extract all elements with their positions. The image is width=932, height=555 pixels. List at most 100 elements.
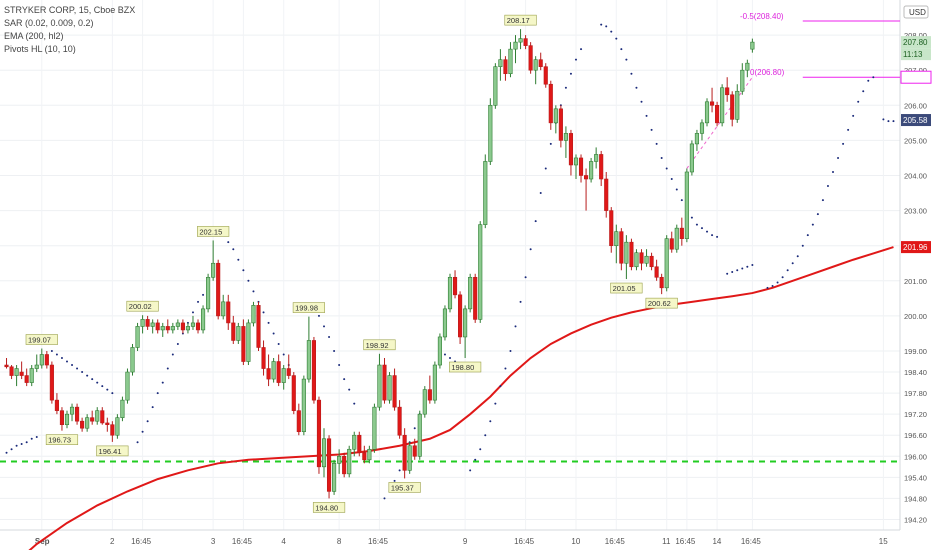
candle-body[interactable]: [286, 368, 291, 376]
candle-body[interactable]: [190, 322, 196, 327]
candle-body[interactable]: [533, 59, 538, 71]
candle-body[interactable]: [226, 301, 231, 324]
candle-body[interactable]: [735, 90, 740, 120]
candle-body[interactable]: [195, 322, 201, 331]
ema-line[interactable]: [17, 246, 894, 555]
candle-body[interactable]: [548, 83, 553, 124]
candle-body[interactable]: [589, 161, 594, 180]
candle-body[interactable]: [261, 347, 266, 369]
candle-body[interactable]: [659, 276, 664, 289]
candle-body[interactable]: [493, 66, 498, 106]
candle-body[interactable]: [241, 326, 246, 362]
candle-body[interactable]: [39, 354, 44, 366]
candle-body[interactable]: [367, 448, 372, 461]
candle-body[interactable]: [211, 262, 216, 278]
sar-level-badge[interactable]: [901, 114, 931, 127]
candle-body[interactable]: [251, 305, 256, 324]
candle-body[interactable]: [110, 424, 115, 436]
candle-body[interactable]: [372, 406, 377, 450]
candle-body[interactable]: [412, 445, 417, 457]
candle-body[interactable]: [447, 276, 453, 310]
candle-body[interactable]: [377, 364, 382, 408]
candle-body[interactable]: [468, 276, 473, 310]
candle-body[interactable]: [80, 420, 85, 429]
candle-body[interactable]: [478, 224, 483, 320]
candle-body[interactable]: [609, 210, 614, 246]
candle-body[interactable]: [553, 108, 558, 124]
candle-body[interactable]: [85, 417, 90, 429]
candle-body[interactable]: [382, 364, 387, 401]
candle-body[interactable]: [745, 62, 750, 71]
candle-body[interactable]: [4, 364, 9, 368]
candle-body[interactable]: [720, 87, 725, 124]
candle-body[interactable]: [256, 305, 261, 348]
candle-body[interactable]: [306, 340, 311, 380]
candle-body[interactable]: [352, 434, 357, 450]
candle-body[interactable]: [221, 301, 226, 317]
candle-body[interactable]: [140, 319, 145, 327]
candle-body[interactable]: [69, 406, 75, 415]
candle-body[interactable]: [725, 87, 730, 96]
candle-body[interactable]: [644, 255, 649, 264]
candle-body[interactable]: [281, 368, 286, 383]
candle-body[interactable]: [34, 364, 39, 369]
candle-body[interactable]: [649, 255, 654, 268]
candle-body[interactable]: [715, 104, 720, 124]
candle-body[interactable]: [160, 326, 165, 331]
candle-body[interactable]: [594, 154, 599, 162]
candle-body[interactable]: [276, 361, 281, 383]
candle-body[interactable]: [689, 143, 694, 173]
candle-body[interactable]: [342, 455, 347, 475]
candle-body[interactable]: [9, 366, 14, 376]
candle-body[interactable]: [699, 122, 705, 134]
candle-body[interactable]: [135, 326, 140, 348]
candle-body[interactable]: [669, 238, 674, 250]
candle-body[interactable]: [397, 406, 402, 436]
candle-body[interactable]: [473, 276, 478, 320]
candle-body[interactable]: [392, 375, 397, 408]
candle-body[interactable]: [125, 371, 130, 401]
candle-body[interactable]: [694, 133, 700, 145]
candle-body[interactable]: [100, 410, 105, 424]
candle-body[interactable]: [145, 319, 150, 327]
candle-body[interactable]: [538, 59, 543, 67]
candle-body[interactable]: [730, 94, 735, 120]
candle-body[interactable]: [362, 452, 367, 461]
candle-body[interactable]: [130, 347, 135, 373]
candle-body[interactable]: [347, 448, 352, 475]
candle-body[interactable]: [704, 101, 710, 124]
candle-body[interactable]: [90, 417, 95, 422]
candle-body[interactable]: [14, 368, 19, 376]
candle-body[interactable]: [578, 157, 584, 176]
candle-body[interactable]: [422, 389, 427, 415]
candle-body[interactable]: [175, 322, 180, 327]
candle-body[interactable]: [674, 227, 679, 250]
candle-body[interactable]: [291, 375, 296, 411]
candle-body[interactable]: [750, 41, 755, 50]
candle-body[interactable]: [301, 378, 306, 433]
candle-body[interactable]: [523, 38, 528, 46]
candle-body[interactable]: [326, 438, 332, 492]
candle-body[interactable]: [437, 336, 442, 366]
candle-body[interactable]: [332, 463, 337, 492]
candle-body[interactable]: [604, 178, 609, 211]
candle-body[interactable]: [49, 364, 54, 401]
candle-body[interactable]: [387, 375, 392, 401]
candle-body[interactable]: [180, 322, 185, 331]
candle-body[interactable]: [543, 66, 548, 85]
candle-body[interactable]: [503, 59, 508, 75]
candle-body[interactable]: [629, 241, 634, 268]
candle-body[interactable]: [337, 455, 342, 464]
candle-body[interactable]: [417, 413, 422, 457]
countdown-badge[interactable]: [901, 48, 931, 61]
candle-body[interactable]: [402, 434, 407, 471]
candle-body[interactable]: [271, 361, 276, 380]
candle-body[interactable]: [105, 422, 110, 426]
trend-line[interactable]: [686, 76, 753, 169]
ema-value-badge[interactable]: [901, 241, 931, 254]
candle-body[interactable]: [513, 41, 518, 50]
candle-body[interactable]: [740, 69, 745, 92]
last-price-badge[interactable]: [901, 36, 931, 49]
candle-body[interactable]: [664, 238, 669, 289]
